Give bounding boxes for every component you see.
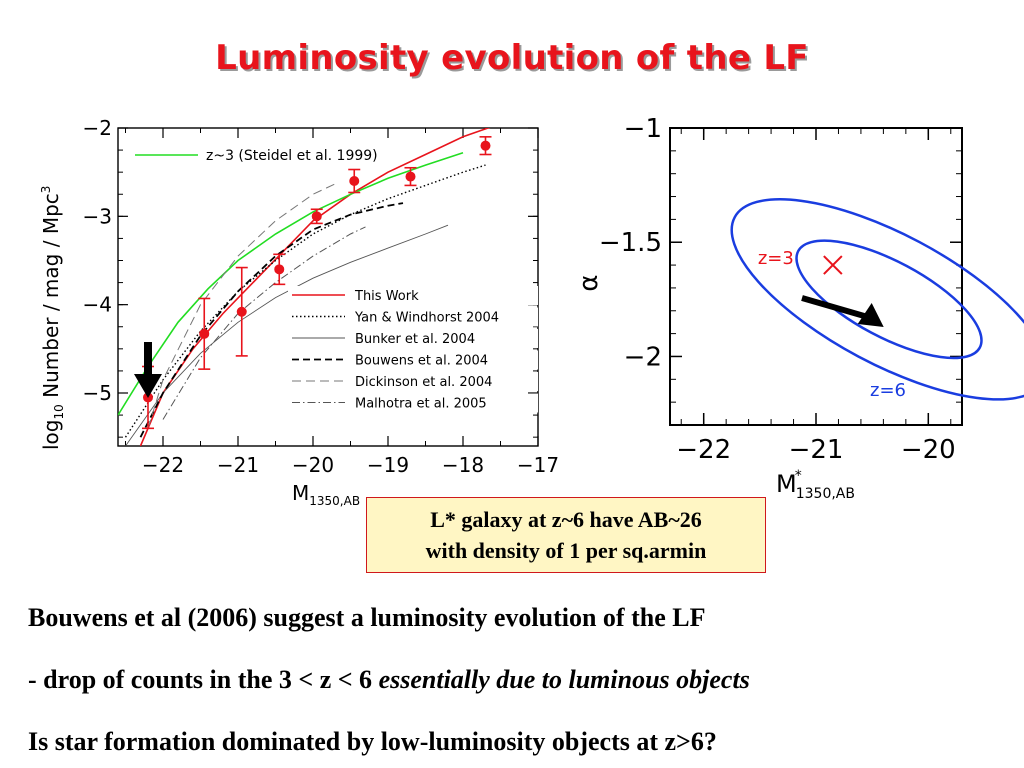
y-tick-label: −2 (83, 116, 112, 140)
y-axis-label: α (574, 274, 604, 291)
x-tick-label: −21 (789, 435, 844, 465)
x-tick-label: −22 (142, 453, 184, 477)
y-tick-label: −4 (83, 293, 112, 317)
legend-bg (288, 393, 538, 413)
legend-bg (288, 350, 538, 370)
z3-label: z=3 (758, 248, 794, 269)
z6-label: z=6 (870, 380, 906, 401)
data-point (274, 264, 285, 275)
alpha-chart-axes: −22 −21 −20 −1 −1.5 −2 M* 1350,AB α (574, 114, 963, 502)
bullet-line-3: Is star formation dominated by low-lumin… (28, 727, 717, 756)
legend-label: This Work (354, 289, 419, 304)
legend-label: Bouwens et al. 2004 (355, 354, 488, 369)
bullet-line-1: Bouwens et al (2006) suggest a luminosit… (28, 603, 706, 632)
legend-label: Yan & Windhorst 2004 (354, 311, 499, 326)
legend-bg (288, 286, 538, 305)
legend-bg (288, 329, 538, 348)
lf-chart: −22 −21 −20 −19 −18 −17 −2 −3 −4 −5 M1350,AB log10 … (39, 116, 559, 508)
x-tick-label: −20 (292, 453, 334, 477)
x-axis-label: M* 1350,AB (776, 468, 855, 502)
bullet-line-2-italic: essentially due to luminous objects (378, 665, 750, 694)
y-tick-label: −1.5 (599, 228, 662, 258)
z3-marker (823, 255, 843, 275)
x-tick-label: −20 (901, 435, 956, 465)
z6-arrow-head (857, 303, 884, 328)
lf-curve (162, 226, 366, 420)
y-axis-label: log10 Number / mag / Mpc3 (39, 186, 66, 450)
confidence-contour (795, 239, 983, 360)
x-tick-label: −22 (676, 435, 731, 465)
legend-label-steidel: z~3 (Steidel et al. 1999) (206, 148, 378, 164)
lf-curve (118, 151, 464, 416)
lf-curve (139, 202, 404, 438)
legend-label: Dickinson et al. 2004 (355, 375, 492, 390)
lf-curve (124, 164, 486, 438)
data-point (311, 211, 322, 222)
data-point (480, 140, 491, 151)
data-point (236, 306, 247, 317)
slide-title: Luminosity evolution of the LF (215, 38, 809, 78)
alpha-chart-marks: z=3 z=6 (758, 248, 906, 401)
alpha-mstar-chart: −22 −21 −20 −1 −1.5 −2 M* 1350,AB α z=3 z=6 (574, 114, 1024, 502)
lf-curve (147, 183, 336, 429)
callout-line-2: with density of 1 per sq.armin (425, 538, 707, 563)
lf-chart-axes: −22 −21 −20 −19 −18 −17 −2 −3 −4 −5 M1350,AB log10 … (39, 116, 559, 508)
arrow-head (134, 374, 162, 398)
lf-chart-legend: z~3 (Steidel et al. 1999) This Work Yan & … (135, 148, 538, 413)
arrow-shaft (144, 342, 152, 376)
bullet-line-2-plain: - drop of counts in the 3 < z < 6 (28, 665, 379, 694)
legend-label: Bunker et al. 2004 (355, 332, 475, 347)
y-tick-label: −3 (83, 204, 112, 228)
legend-label: Malhotra et al. 2005 (355, 397, 487, 412)
callout-box: L* galaxy at z~6 have AB~26 with density… (366, 497, 766, 573)
x-axis-label: M1350,AB (292, 481, 360, 508)
x-tick-label: −17 (517, 453, 559, 477)
x-tick-label: −21 (217, 453, 259, 477)
legend-bg (288, 307, 538, 327)
data-point (199, 328, 210, 339)
data-point (405, 171, 416, 182)
alpha-frame (669, 127, 963, 426)
z6-arrow-shaft (801, 295, 869, 320)
y-tick-label: −2 (624, 342, 662, 372)
confidence-contour (730, 198, 1024, 401)
data-point (349, 176, 360, 186)
bullet-line-2: - drop of counts in the 3 < z < 6 essent… (28, 665, 750, 695)
y-tick-label: −1 (624, 114, 662, 144)
lf-chart-arrow (134, 342, 162, 398)
x-tick-label: −19 (367, 453, 409, 477)
y-tick-label: −5 (83, 381, 112, 405)
alpha-chart-contours (730, 198, 1024, 401)
legend-bg (288, 372, 538, 391)
lf-chart-points (142, 136, 492, 430)
callout-line-1: L* galaxy at z~6 have AB~26 (430, 507, 702, 532)
x-tick-label: −18 (442, 453, 484, 477)
